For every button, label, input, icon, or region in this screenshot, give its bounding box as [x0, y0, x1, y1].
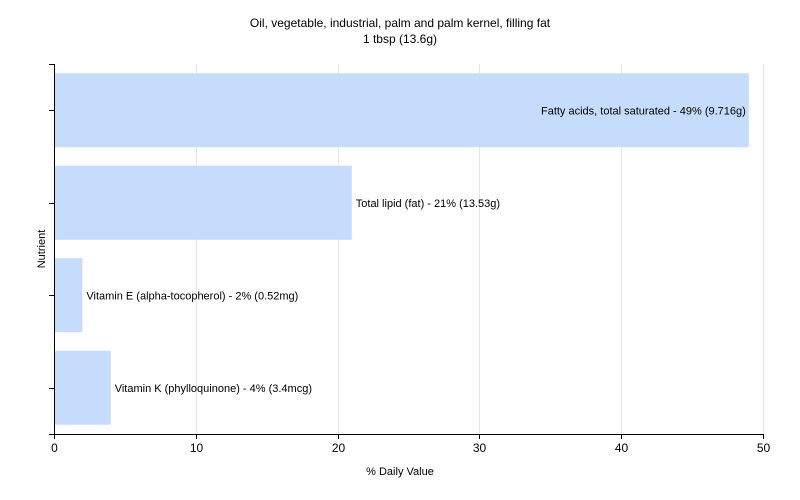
x-tick-label: 50	[757, 441, 771, 455]
data-label: Fatty acids, total saturated - 49% (9.71…	[541, 105, 746, 117]
bar	[54, 165, 352, 240]
chart-subtitle: 1 tbsp (13.6g)	[362, 32, 438, 46]
x-tick-label: 30	[473, 441, 487, 455]
bar	[54, 73, 749, 148]
x-tick-label: 20	[332, 441, 346, 455]
data-label: Vitamin K (phylloquinone) - 4% (3.4mcg)	[115, 383, 312, 395]
data-label: Vitamin E (alpha-tocopherol) - 2% (0.52m…	[86, 290, 298, 302]
x-tick-label: 10	[190, 441, 204, 455]
y-axis-title: Nutrient	[36, 229, 48, 269]
x-axis-title: % Daily Value	[366, 466, 434, 478]
data-label: Total lipid (fat) - 21% (13.53g)	[356, 198, 500, 210]
bar	[54, 258, 83, 333]
axes: 0 10 20 30 40 50	[49, 64, 770, 455]
data-labels: Fatty acids, total saturated - 49% (9.71…	[86, 105, 745, 395]
bar	[54, 350, 111, 425]
bars	[54, 73, 749, 425]
x-tick-label: 40	[615, 441, 629, 455]
x-tick-label: 0	[51, 441, 58, 455]
chart-title: Oil, vegetable, industrial, palm and pal…	[249, 16, 551, 30]
